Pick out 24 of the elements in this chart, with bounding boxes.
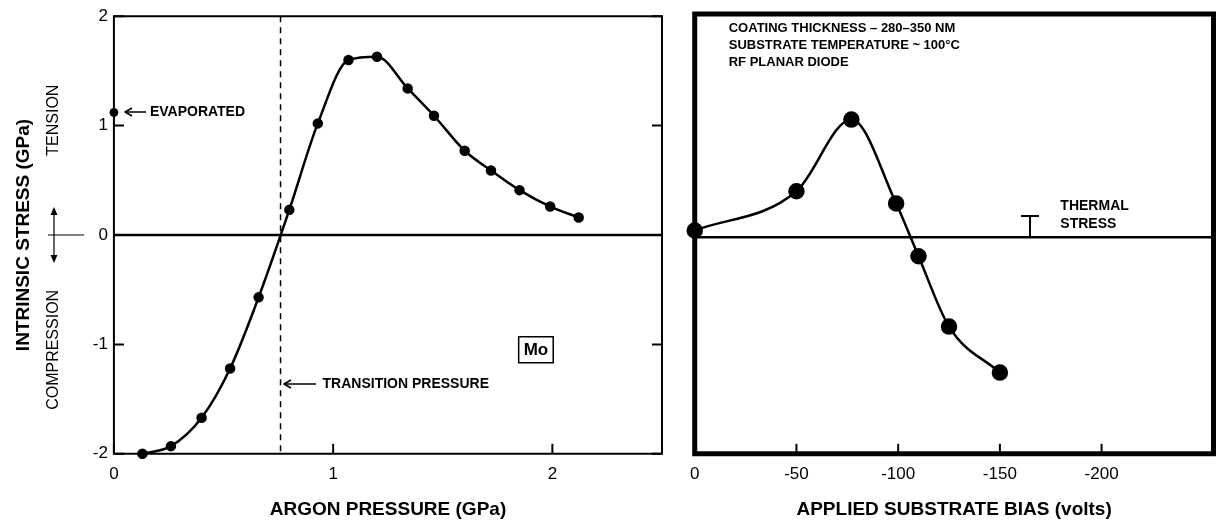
- text: SUBSTRATE TEMPERATURE ~ 100°C: [728, 36, 961, 52]
- y-axis-title: INTRINSIC STRESS (GPa): [11, 118, 33, 352]
- y-tick-label: 1: [98, 115, 108, 135]
- annotation: Mo: [523, 339, 549, 359]
- ref-line-label: TRANSITION PRESSURE: [322, 374, 489, 391]
- y-tick-label: 2: [98, 5, 108, 25]
- x-tick-label: -100: [881, 463, 916, 483]
- x-axis-title: ARGON PRESSURE (GPa): [269, 497, 507, 519]
- x-tick-label: -50: [784, 463, 809, 483]
- y-tick-label: -2: [92, 443, 108, 463]
- x-tick-label: 2: [547, 463, 558, 483]
- annotation: EVAPORATED: [149, 103, 246, 120]
- x-tick-label: -200: [1084, 463, 1119, 483]
- text: TENSION: [44, 84, 62, 156]
- text: COMPRESSION: [44, 289, 62, 410]
- x-axis-title: APPLIED SUBSTRATE BIAS (volts): [796, 497, 1112, 519]
- x-tick-label: -150: [982, 463, 1017, 483]
- annotation: THERMAL STRESS: [1060, 197, 1130, 232]
- x-tick-label: 0: [689, 463, 700, 483]
- text: COATING THICKNESS – 280–350 NM: [728, 19, 956, 35]
- text: RF PLANAR DIODE: [728, 53, 849, 69]
- y-tick-label: -1: [92, 334, 108, 354]
- x-tick-label: 1: [328, 463, 338, 483]
- y-tick-label: 0: [98, 224, 108, 244]
